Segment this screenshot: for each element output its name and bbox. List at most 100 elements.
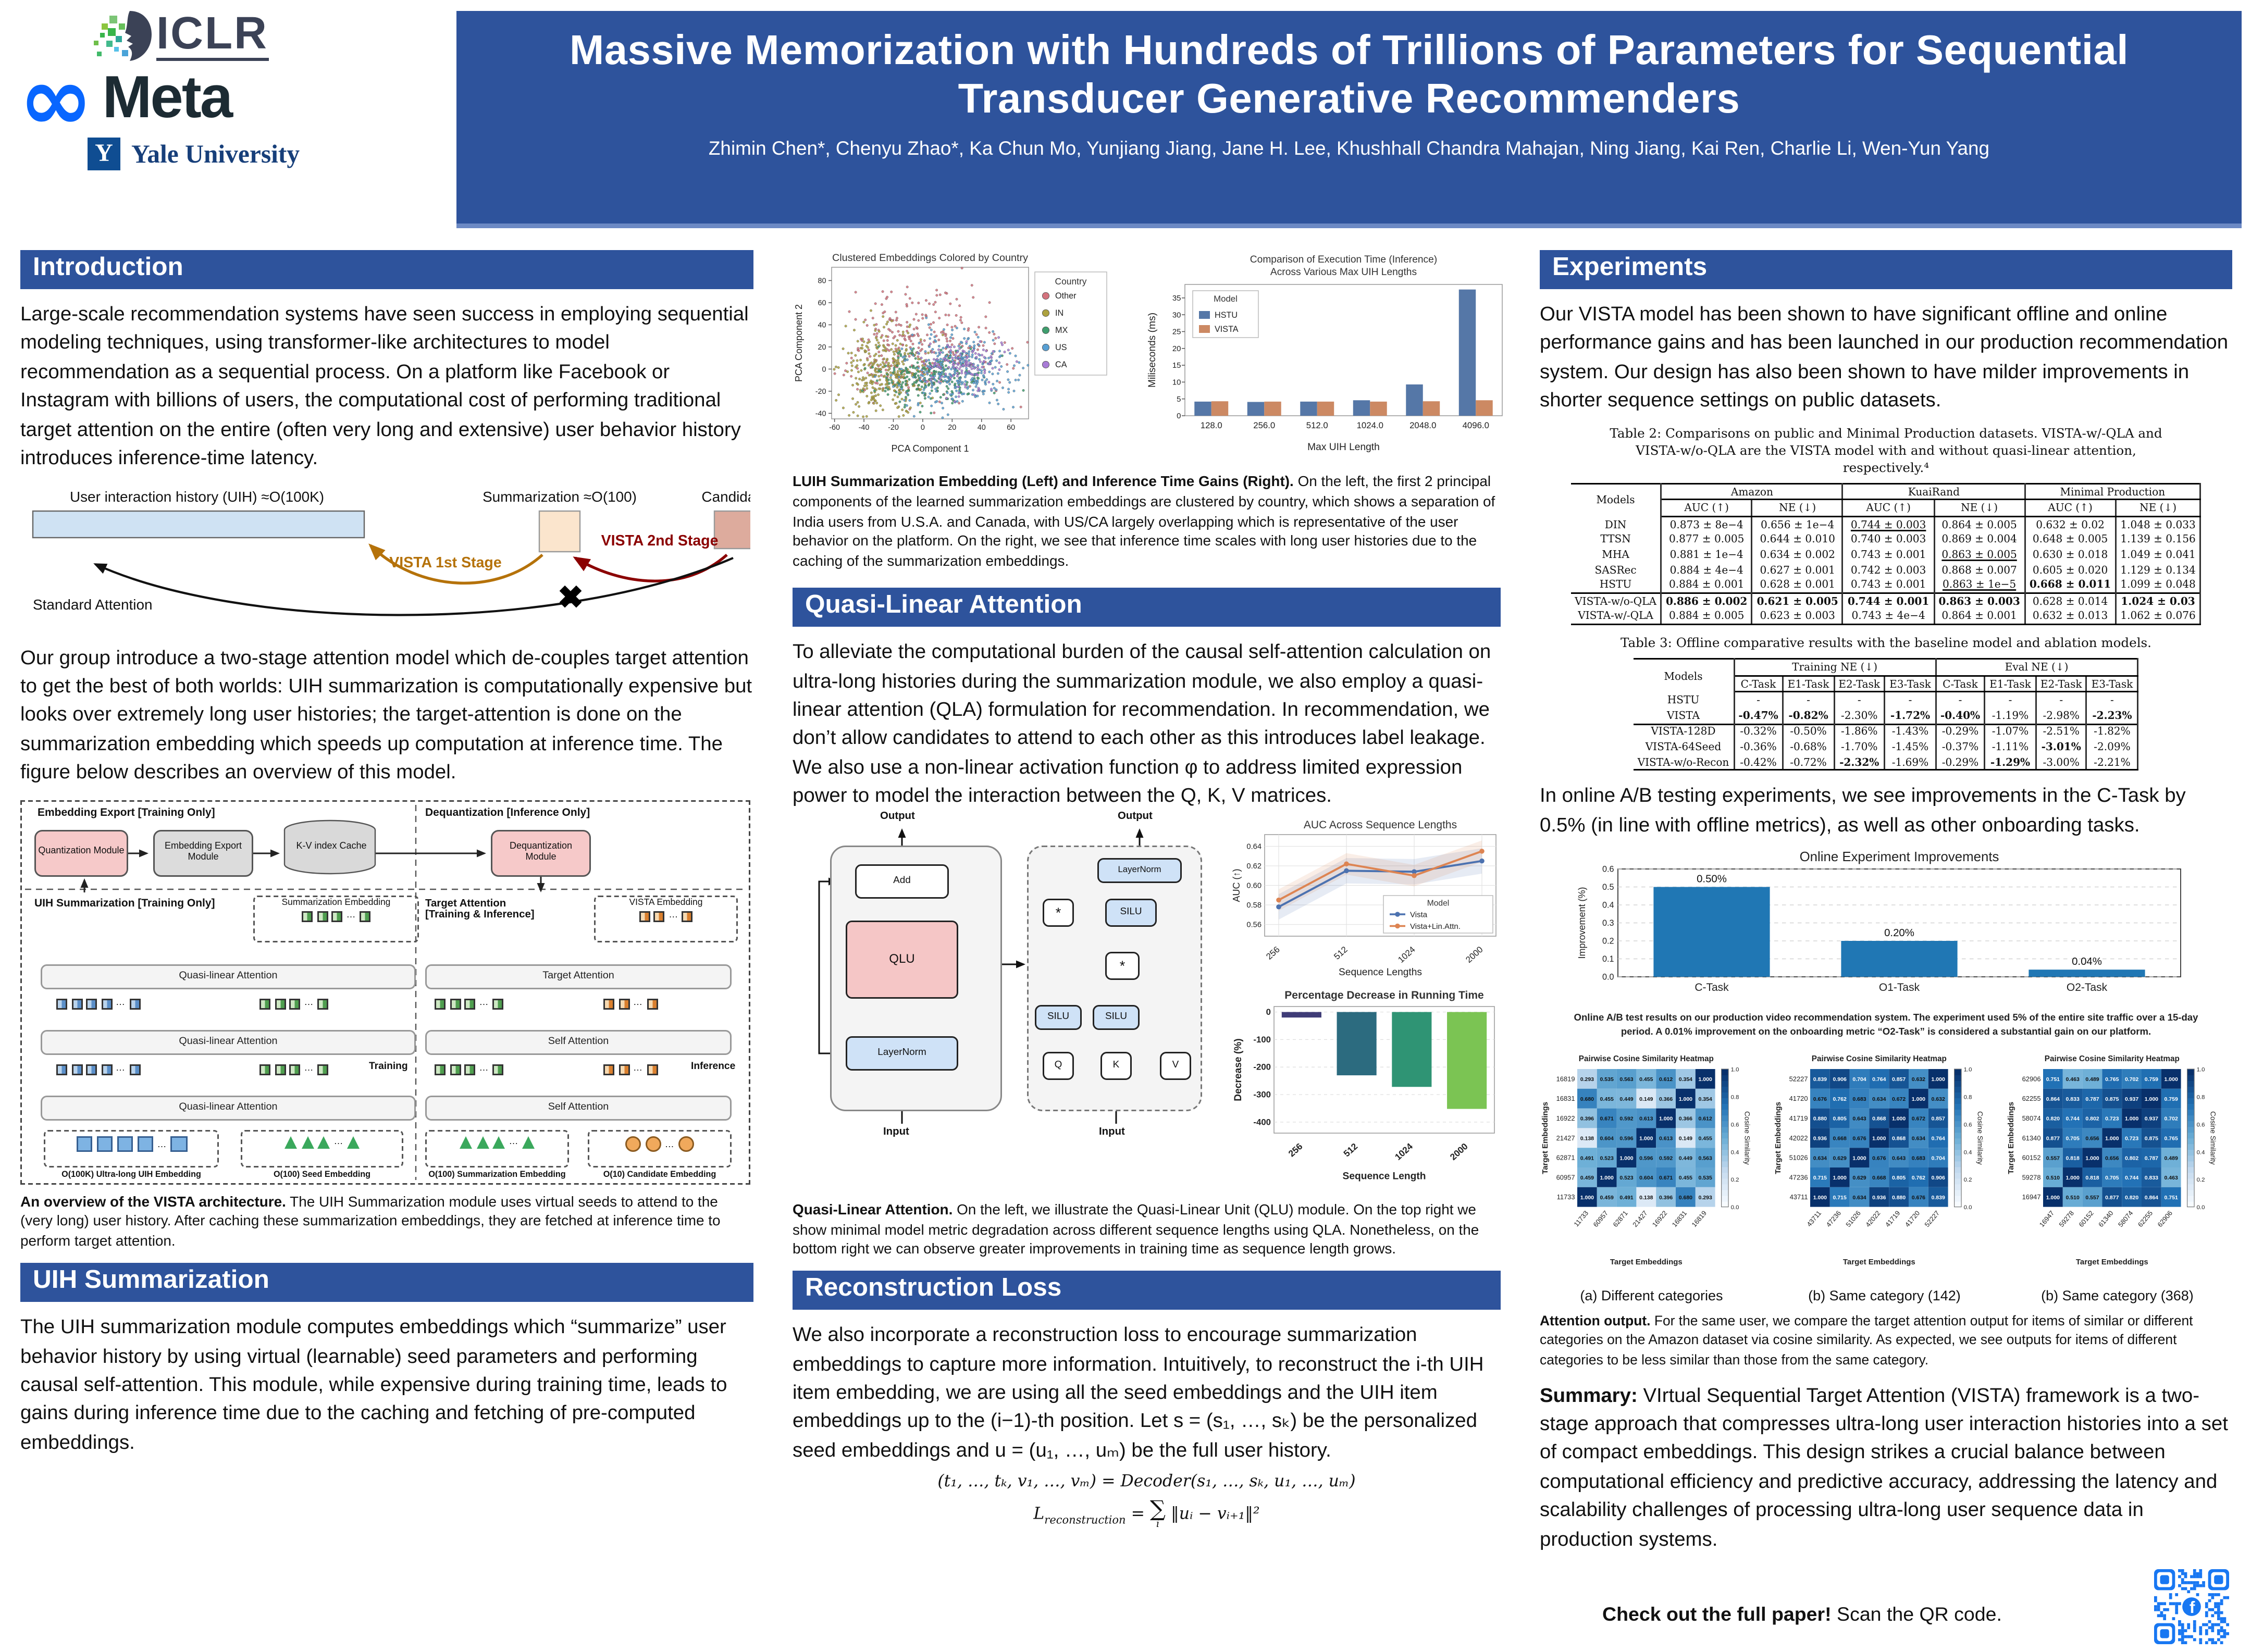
svg-text:62871: 62871 [1556,1154,1575,1162]
svg-text:20: 20 [948,424,956,432]
svg-text:0.354: 0.354 [1679,1077,1692,1083]
top-figures-row: Clustered Embeddings Colored by Country -… [793,250,1503,464]
svg-text:0.463: 0.463 [2066,1077,2080,1083]
svg-text:256.0: 256.0 [1253,420,1275,430]
attention-output-caption: Attention output. For the same user, we … [1540,1313,2193,1367]
svg-text:0.64: 0.64 [1246,842,1261,851]
qla-paragraph: To alleviate the computational burden of… [793,639,1491,807]
svg-text:0.759: 0.759 [2145,1077,2158,1083]
svg-text:0.8: 0.8 [1731,1095,1739,1101]
svg-text:0.839: 0.839 [1932,1195,1945,1201]
svg-text:Percentage Decrease in Running: Percentage Decrease in Running Time [1284,989,1483,1001]
svg-text:0.535: 0.535 [1600,1077,1614,1083]
svg-text:35: 35 [1172,294,1181,303]
svg-text:42022: 42022 [1864,1210,1882,1229]
svg-text:Cosine Similarity: Cosine Similarity [1976,1112,1984,1165]
svg-text:0.833: 0.833 [2066,1097,2080,1103]
summarization-embedding-label: O(100) Summarization Embedding [428,1170,566,1179]
svg-text:1.000: 1.000 [1852,1156,1866,1162]
svg-text:1.000: 1.000 [1872,1136,1886,1142]
target-attention-panel-label: Target Attention [Training & Inference] [425,898,535,922]
svg-text:1.000: 1.000 [1600,1175,1614,1182]
svg-text:30: 30 [1172,310,1181,319]
svg-text:Cosine Similarity: Cosine Similarity [1743,1112,1751,1165]
svg-text:0.704: 0.704 [1932,1156,1945,1162]
svg-text:128.0: 128.0 [1201,420,1222,430]
svg-text:0.857: 0.857 [1892,1077,1906,1083]
svg-text:41719: 41719 [1884,1210,1902,1229]
svg-text:0.612: 0.612 [1699,1116,1712,1122]
svg-text:0.820: 0.820 [2046,1116,2060,1122]
heatmaps-row: Pairwise Cosine Similarity Heatmap 0.293 0… [1540,1051,2232,1304]
svg-text:0.723: 0.723 [2125,1136,2138,1142]
svg-text:0.680: 0.680 [1679,1195,1692,1201]
svg-text:0.668: 0.668 [1872,1175,1886,1182]
svg-text:0.592: 0.592 [1659,1156,1673,1162]
svg-text:O2-Task: O2-Task [2067,982,2108,994]
svg-text:US: US [1055,343,1067,352]
svg-text:0.759: 0.759 [2165,1097,2178,1103]
svg-text:0.715: 0.715 [1813,1175,1827,1182]
svg-text:0.138: 0.138 [1639,1195,1653,1201]
svg-text:0.149: 0.149 [1679,1136,1692,1142]
qlu-input-label-right: Input [1099,1126,1125,1138]
svg-text:PCA Component 2: PCA Component 2 [794,304,804,382]
svg-text:0.1: 0.1 [1602,955,1614,964]
svg-text:0.868: 0.868 [1872,1116,1886,1122]
qlu-input-label-left: Input [883,1126,909,1138]
svg-text:0.523: 0.523 [1600,1156,1614,1162]
svg-text:21427: 21427 [1631,1210,1649,1229]
svg-text:0.764: 0.764 [1872,1077,1886,1083]
yale-y-icon: Y [88,138,120,170]
cand-token-strip-2: … [603,1063,658,1075]
iclr-head-icon [94,11,152,61]
intro-paragraph-1: Large-scale recommendation systems have … [20,302,749,469]
svg-text:0.683: 0.683 [1852,1097,1866,1103]
svg-text:0.680: 0.680 [1580,1097,1594,1103]
svg-text:Target Embeddings: Target Embeddings [1541,1102,1550,1175]
svg-text:Decrease (%): Decrease (%) [1233,1038,1244,1101]
seed-input-box: … [241,1129,403,1167]
seed-embedding-label: O(100) Seed Embedding [273,1170,370,1179]
column-left: Introduction Large-scale recommendation … [20,250,768,1457]
svg-text:0.723: 0.723 [2105,1116,2119,1122]
svg-text:0.5: 0.5 [1602,883,1614,892]
svg-text:0.937: 0.937 [2125,1097,2138,1103]
svg-text:Candidate: Candidate [701,488,750,504]
summary-paragraph: Summary: VIrtual Sequential Target Atten… [1540,1382,2228,1550]
svg-text:2000: 2000 [1464,944,1485,964]
svg-text:-200: -200 [1253,1062,1271,1072]
svg-text:4096.0: 4096.0 [1463,420,1489,430]
svg-text:0.396: 0.396 [1580,1116,1594,1122]
svg-text:0.596: 0.596 [1639,1156,1653,1162]
svg-text:0.820: 0.820 [2125,1195,2138,1201]
svg-text:User interaction history (UIH): User interaction history (UIH) ≈O(100K) [70,488,324,504]
section-reconstruction-loss: Reconstruction Loss [793,1271,1501,1310]
svg-text:0: 0 [1266,1007,1271,1016]
cta-row: Check out the full paper! Scan the QR co… [1540,1569,2232,1650]
svg-text:0.8: 0.8 [1964,1095,1972,1101]
svg-text:0.787: 0.787 [2085,1097,2099,1103]
svg-text:Target Embeddings: Target Embeddings [2007,1102,2015,1175]
inference-label: Inference [691,1060,736,1072]
candidate-embedding-label: O(10) Candidate Embedding [603,1170,716,1179]
svg-text:0.936: 0.936 [1872,1195,1886,1201]
yale-wordmark: Yale University [131,138,300,168]
svg-text:11733: 11733 [1572,1210,1590,1228]
table-2: Models Amazon KuaiRand Minimal Production AU… [1540,482,2232,626]
svg-text:60957: 60957 [1556,1174,1575,1182]
svg-text:0.765: 0.765 [2105,1077,2119,1083]
architecture-caption: An overview of the VISTA architecture. T… [20,1193,721,1249]
svg-text:-100: -100 [1253,1034,1271,1044]
svg-text:0.354: 0.354 [1699,1097,1712,1103]
table3-caption: Table 3: Offline comparative results wit… [1620,635,2151,651]
svg-text:0.455: 0.455 [1639,1077,1653,1083]
svg-text:1024: 1024 [1393,1140,1415,1162]
svg-text:0.656: 0.656 [2105,1156,2119,1162]
svg-text:0.293: 0.293 [1580,1077,1594,1083]
svg-text:0.632: 0.632 [1912,1077,1925,1083]
cta-text: Check out the full paper! Scan the QR co… [1602,1604,2002,1626]
target-attention-layer: Target Attention [425,963,732,989]
svg-text:-400: -400 [1253,1116,1271,1126]
svg-text:0.62: 0.62 [1246,862,1261,870]
